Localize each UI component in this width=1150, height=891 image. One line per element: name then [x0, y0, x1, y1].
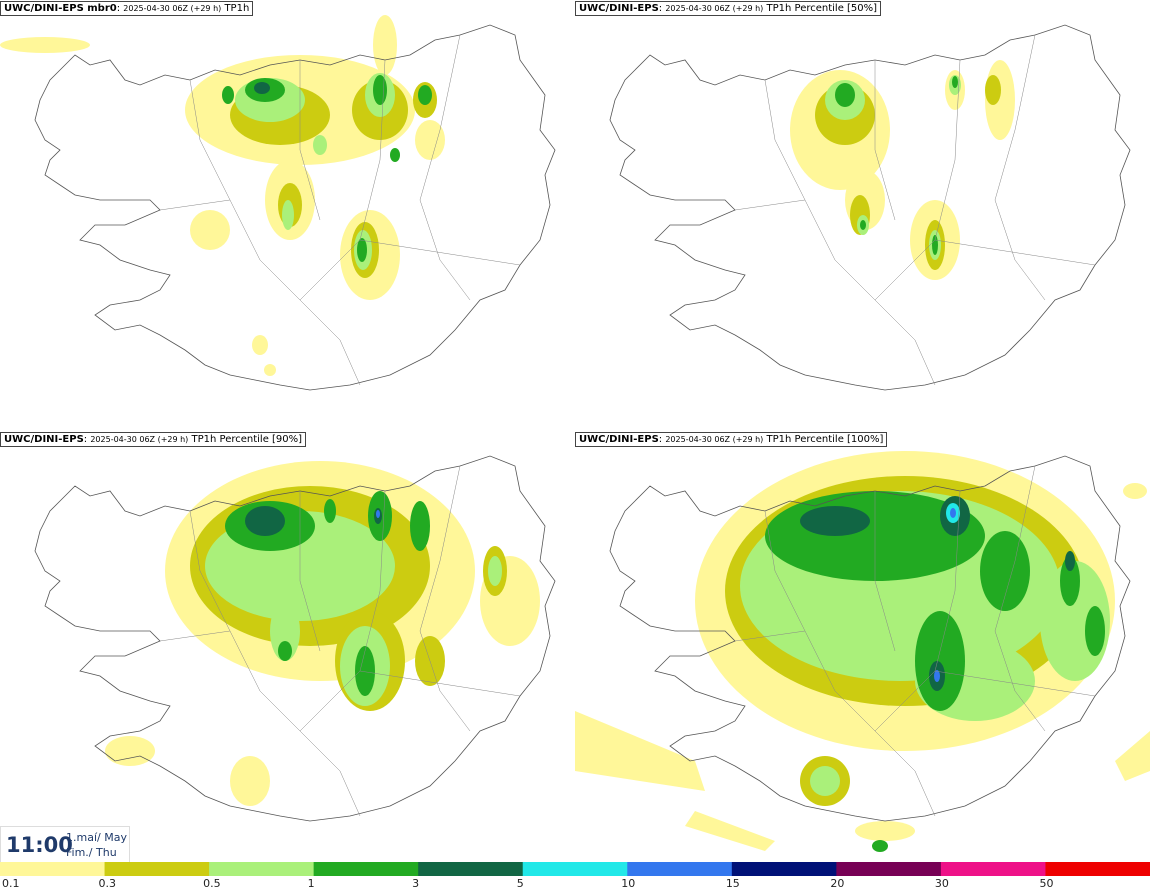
- region-borders: [734, 34, 1096, 386]
- run-label: 2025-04-30 06Z (+29 h): [123, 4, 222, 13]
- map-panel-p90: UWC/DINI-EPS: 2025-04-30 06Z (+29 h) TP1…: [0, 431, 575, 861]
- field-label: TP1h Percentile [50%]: [766, 3, 878, 14]
- valid-weekday: Fim./ Thu: [66, 846, 117, 859]
- legend-label: 50: [1039, 877, 1054, 890]
- precip-fill: [105, 461, 540, 806]
- legend-swatch: [209, 862, 315, 876]
- iceland-coastline: [609, 455, 1131, 822]
- region-borders: [734, 465, 1096, 817]
- legend-label: 5: [516, 877, 524, 890]
- legend-color-bar: [0, 862, 1150, 876]
- legend-swatch: [418, 862, 524, 876]
- legend-swatch: [1045, 862, 1150, 876]
- legend-swatch: [627, 862, 733, 876]
- legend-label: 30: [934, 877, 949, 890]
- iceland-coastline: [609, 24, 1131, 391]
- region-borders: [159, 34, 521, 386]
- run-label: 2025-04-30 06Z (+29 h): [90, 435, 189, 444]
- legend-swatch: [940, 862, 1046, 876]
- legend-swatch: [0, 862, 106, 876]
- run-label: 2025-04-30 06Z (+29 h): [665, 4, 764, 13]
- legend-swatch: [522, 862, 628, 876]
- legend-swatch: [313, 862, 419, 876]
- model-label: UWC/DINI-EPS: [579, 3, 659, 14]
- model-label: UWC/DINI-EPS: [4, 434, 84, 445]
- map-panel-p100: UWC/DINI-EPS: 2025-04-30 06Z (+29 h) TP1…: [575, 431, 1150, 861]
- model-label: UWC/DINI-EPS mbr0: [4, 3, 117, 14]
- precip-map-p50: [609, 24, 1131, 391]
- legend-label: 15: [725, 877, 740, 890]
- legend-label: 20: [830, 877, 845, 890]
- valid-date: 1.maí/ May: [66, 831, 127, 844]
- map-panel-p50: UWC/DINI-EPS: 2025-04-30 06Z (+29 h) TP1…: [575, 0, 1150, 430]
- legend-swatch: [104, 862, 210, 876]
- precip-map-mbr0: [0, 15, 556, 391]
- iceland-coastline: [34, 24, 556, 391]
- legend-label: 1: [307, 877, 315, 890]
- precip-map-p90: [34, 455, 556, 822]
- legend-label: 0.1: [2, 877, 20, 890]
- precip-legend: 0.1 0.3 0.5 1 3 5 10 15 20 30 50: [0, 862, 1150, 891]
- legend-label: 0.5: [203, 877, 221, 890]
- run-label: 2025-04-30 06Z (+29 h): [665, 435, 764, 444]
- precip-fill: [790, 60, 1015, 280]
- map-panel-mbr0: UWC/DINI-EPS mbr0: 2025-04-30 06Z (+29 h…: [0, 0, 575, 430]
- valid-time: 11:00: [6, 833, 73, 857]
- valid-time-box: 11:00 1.maí/ May Fim./ Thu: [0, 826, 130, 864]
- legend-label: 10: [621, 877, 636, 890]
- field-label: TP1h Percentile [100%]: [766, 434, 884, 445]
- iceland-coastline: [34, 455, 556, 822]
- legend-label: 3: [412, 877, 420, 890]
- field-label: TP1h Percentile [90%]: [191, 434, 303, 445]
- precip-fill: [575, 451, 1150, 852]
- legend-swatch: [836, 862, 942, 876]
- precip-fill: [0, 15, 445, 376]
- legend-swatch: [731, 862, 837, 876]
- panel-title-p50: UWC/DINI-EPS: 2025-04-30 06Z (+29 h) TP1…: [575, 1, 882, 16]
- model-label: UWC/DINI-EPS: [579, 434, 659, 445]
- panel-title-p100: UWC/DINI-EPS: 2025-04-30 06Z (+29 h) TP1…: [575, 432, 888, 447]
- legend-label: 0.3: [98, 877, 117, 890]
- precip-map-p100: [575, 451, 1150, 852]
- panel-title-p90: UWC/DINI-EPS: 2025-04-30 06Z (+29 h) TP1…: [0, 432, 307, 447]
- region-borders: [159, 465, 521, 817]
- panel-title-mbr0: UWC/DINI-EPS mbr0: 2025-04-30 06Z (+29 h…: [0, 1, 254, 16]
- field-label: TP1h: [224, 3, 250, 14]
